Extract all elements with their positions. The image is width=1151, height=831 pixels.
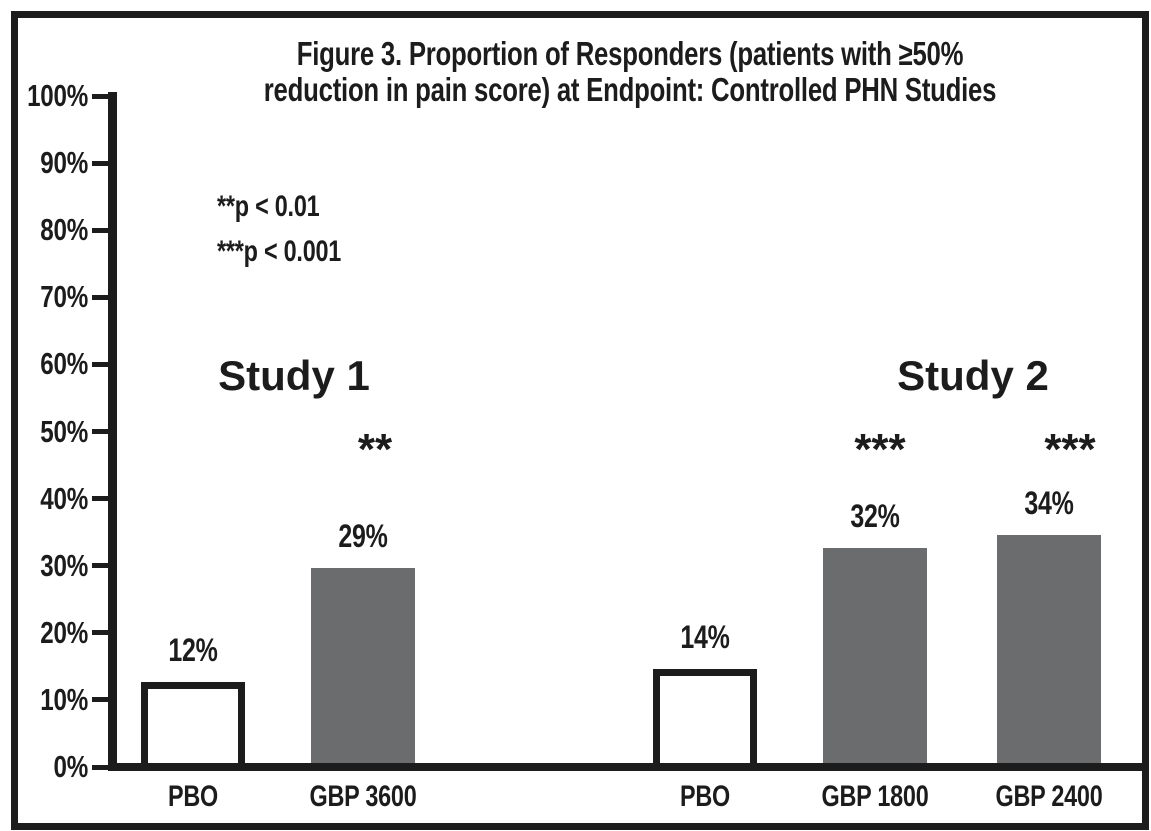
bar-value-label-0: 12% (168, 632, 218, 668)
significance-marker-4: *** (1044, 425, 1096, 474)
y-tick-60 (92, 361, 110, 367)
y-tick-label-60: 60% (40, 346, 88, 382)
y-tick-10 (92, 697, 110, 703)
bar-value-label-3: 32% (850, 498, 900, 534)
y-tick-0 (92, 764, 110, 770)
bar-pbo-0 (141, 682, 245, 763)
y-tick-30 (92, 563, 110, 569)
y-tick-label-40: 40% (40, 480, 88, 516)
y-tick-label-10: 10% (40, 681, 88, 717)
x-category-label-1: GBP 3600 (309, 780, 417, 813)
y-tick-label-70: 70% (40, 279, 88, 315)
x-category-label-0: PBO (167, 780, 219, 813)
significance-note-p01: **p < 0.01 (217, 190, 320, 223)
bar-gbp-2400-4 (997, 535, 1101, 763)
y-tick-100 (92, 93, 110, 99)
y-tick-label-90: 90% (40, 145, 88, 181)
y-tick-90 (92, 160, 110, 166)
y-tick-50 (92, 429, 110, 434)
bar-gbp-3600-1 (311, 568, 415, 763)
x-axis-line (108, 763, 1142, 771)
bar-pbo-2 (653, 669, 757, 763)
x-category-label-4: GBP 2400 (995, 780, 1103, 813)
y-tick-70 (92, 294, 110, 300)
significance-marker-3: *** (854, 425, 906, 474)
y-tick-20 (92, 630, 110, 636)
bar-value-label-2: 14% (680, 619, 730, 655)
x-category-label-3: GBP 1800 (821, 780, 929, 813)
study-2-label: Study 2 (897, 352, 1049, 399)
significance-note-p001: ***p < 0.001 (217, 235, 342, 268)
significance-marker-1: ** (357, 425, 393, 474)
y-tick-label-80: 80% (40, 212, 88, 248)
chart-title-line-2: reduction in pain score) at Endpoint: Co… (263, 71, 997, 108)
y-tick-label-30: 30% (40, 547, 88, 583)
bar-value-label-1: 29% (338, 518, 388, 554)
study-1-label: Study 1 (218, 352, 370, 399)
y-tick-label-20: 20% (40, 614, 88, 650)
significance-legend: **p < 0.01 ***p < 0.001 (217, 184, 341, 274)
bar-gbp-1800-3 (823, 548, 927, 763)
figure-border (11, 11, 1149, 830)
chart-title: Figure 3. Proportion of Responders (pati… (256, 36, 1005, 108)
chart-title-line-1: Figure 3. Proportion of Responders (pati… (296, 35, 964, 72)
y-tick-label-50: 50% (40, 413, 88, 449)
bar-value-label-4: 34% (1024, 485, 1074, 521)
x-category-label-2: PBO (679, 780, 731, 813)
y-tick-80 (92, 227, 110, 233)
y-tick-label-0: 0% (53, 749, 89, 784)
y-tick-40 (92, 496, 110, 502)
y-axis-line (108, 92, 117, 771)
y-tick-label-100: 100% (27, 78, 88, 113)
